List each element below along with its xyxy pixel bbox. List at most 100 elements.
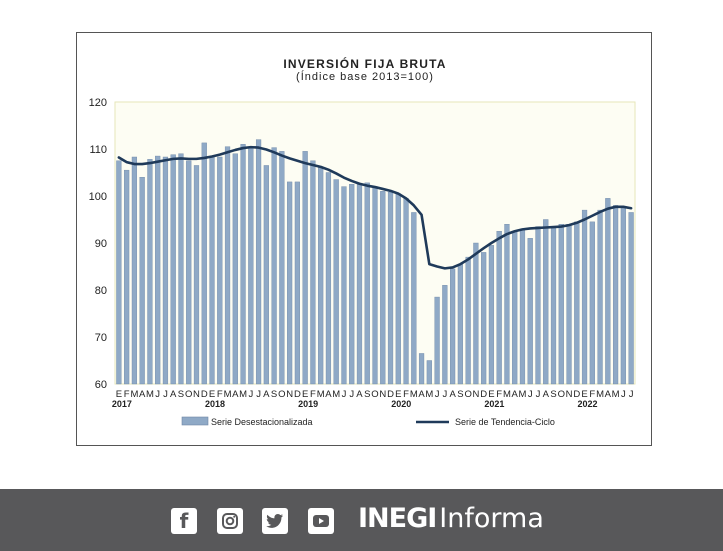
year-label: 2021 [484, 399, 504, 409]
year-label: 2022 [578, 399, 598, 409]
footer-bar: f INEGI Informa [0, 489, 723, 551]
x-tick-label: N [472, 389, 479, 400]
bar [597, 209, 603, 385]
bar [364, 182, 370, 385]
bar [217, 156, 223, 385]
bar [162, 156, 169, 385]
x-tick-label: N [193, 389, 200, 400]
x-tick-label: E [116, 389, 122, 400]
x-tick-label: J [256, 389, 261, 400]
bar [155, 155, 161, 385]
x-tick-label: D [387, 389, 394, 400]
bar [504, 223, 510, 385]
x-tick-label: A [232, 389, 239, 400]
bar [543, 219, 549, 385]
bar [147, 159, 153, 385]
chart-svg: INVERSIÓN FIJA BRUTA(Índice base 2013=10… [89, 56, 636, 427]
bar [224, 146, 231, 385]
inegi-informa-logo: INEGI Informa [358, 503, 544, 539]
bar [465, 256, 471, 385]
year-label: 2017 [112, 399, 132, 409]
x-tick-label: A [356, 389, 363, 400]
bar [620, 207, 626, 385]
bar [605, 198, 611, 385]
bar [535, 226, 541, 385]
x-tick-label: S [550, 389, 556, 400]
bar [349, 184, 355, 385]
bar [131, 156, 138, 385]
y-tick-label: 100 [89, 191, 107, 203]
x-tick-label: J [155, 389, 160, 400]
bar [263, 165, 269, 385]
x-tick-label: M [503, 389, 511, 400]
x-tick-label: F [310, 389, 316, 400]
y-tick-label: 60 [95, 379, 107, 391]
bar [418, 353, 425, 385]
year-label: 2020 [391, 399, 411, 409]
bar [294, 181, 300, 385]
bar [411, 212, 417, 385]
bar [232, 153, 238, 385]
bar [248, 146, 254, 385]
bar [333, 179, 339, 385]
x-tick-label: M [596, 389, 604, 400]
x-tick-label: O [464, 389, 471, 400]
instagram-icon[interactable] [217, 508, 243, 534]
y-tick-label: 110 [89, 144, 107, 156]
bar [139, 176, 145, 385]
x-tick-label: J [248, 389, 253, 400]
y-tick-label: 70 [95, 332, 107, 344]
x-tick-label: D [573, 389, 580, 400]
bar [558, 223, 564, 385]
bar [628, 212, 634, 385]
x-tick-label: J [528, 389, 533, 400]
legend-bar-swatch [181, 416, 209, 426]
x-tick-label: O [371, 389, 378, 400]
x-tick-label: J [629, 389, 634, 400]
x-tick-label: M [130, 389, 138, 400]
bar [473, 242, 479, 385]
x-tick-label: M [239, 389, 247, 400]
bar [325, 172, 332, 385]
x-tick-label: A [170, 389, 177, 400]
x-tick-label: M [612, 389, 620, 400]
x-tick-label: E [302, 389, 308, 400]
x-tick-label: E [581, 389, 587, 400]
x-tick-label: M [425, 389, 433, 400]
x-tick-label: A [325, 389, 332, 400]
youtube-icon[interactable] [308, 508, 334, 534]
bar [496, 231, 502, 385]
bar [550, 226, 557, 385]
x-tick-label: F [124, 389, 130, 400]
chart-subtitle: (Índice base 2013=100) [296, 70, 434, 83]
bar [341, 186, 347, 385]
x-tick-label: O [278, 389, 285, 400]
x-tick-label: S [364, 389, 370, 400]
x-tick-label: F [589, 389, 595, 400]
bar [356, 184, 363, 385]
year-label: 2019 [298, 399, 318, 409]
bar [426, 360, 432, 385]
twitter-icon[interactable] [262, 508, 288, 534]
x-tick-label: M [317, 389, 325, 400]
x-tick-label: M [519, 389, 527, 400]
x-tick-label: N [286, 389, 293, 400]
bar [519, 228, 526, 385]
bar [186, 160, 192, 385]
x-tick-label: O [185, 389, 192, 400]
trend-line [117, 145, 633, 270]
bar [201, 142, 207, 385]
x-tick-label: O [558, 389, 565, 400]
x-tick-label: J [349, 389, 354, 400]
bar [589, 221, 595, 385]
x-tick-label: A [605, 389, 612, 400]
bar [512, 231, 518, 385]
x-tick-label: E [209, 389, 215, 400]
chart-frame: INVERSIÓN FIJA BRUTA (Índice base 2013=10… [76, 32, 652, 446]
bar [271, 147, 277, 385]
y-tick-label: 80 [95, 285, 107, 297]
x-tick-label: F [496, 389, 502, 400]
x-tick-label: N [566, 389, 573, 400]
brand-bold: INEGI [358, 503, 437, 534]
facebook-icon[interactable]: f [171, 508, 197, 534]
